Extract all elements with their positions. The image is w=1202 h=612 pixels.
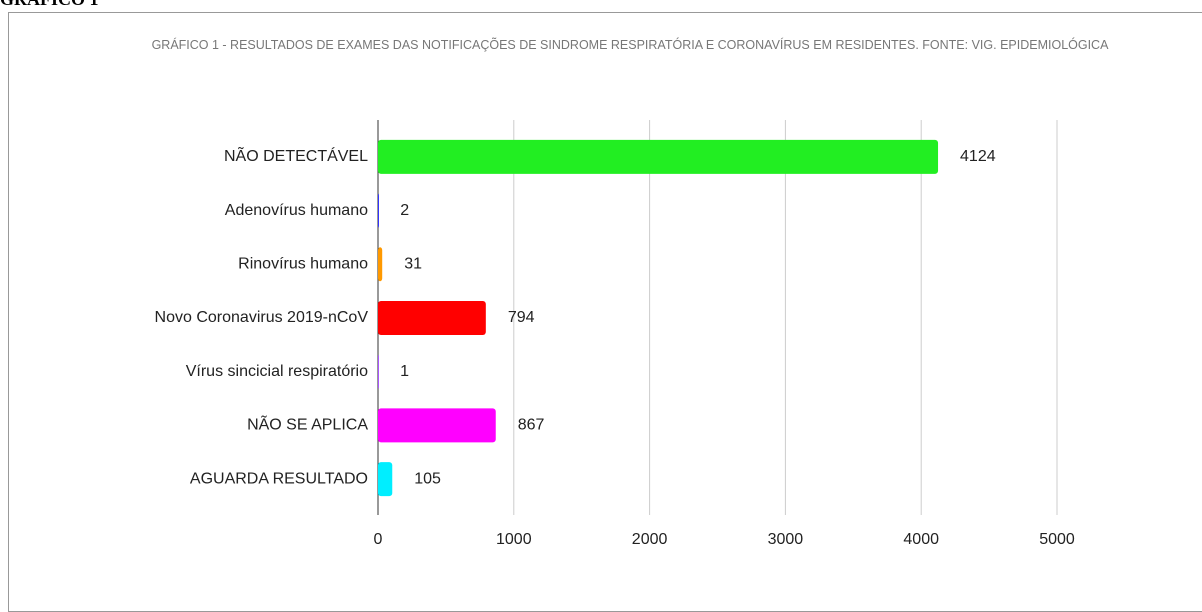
x-tick-label: 2000 <box>632 531 668 548</box>
bar <box>378 193 379 228</box>
x-tick-label: 3000 <box>768 531 804 548</box>
bar <box>378 139 939 174</box>
x-tick-label: 1000 <box>496 531 532 548</box>
bar <box>378 462 393 497</box>
chart-title: GRÁFICO 1 - RESULTADOS DE EXAMES DAS NOT… <box>151 38 1109 52</box>
bar <box>378 247 383 282</box>
y-tick-label: Adenovírus humano <box>225 202 368 219</box>
value-label: 1 <box>400 363 409 380</box>
value-label: 2 <box>400 202 409 219</box>
bar <box>378 354 379 389</box>
chart: 0 1000 2000 3000 4000 5000 NÃO DETECTÁVEL 4124 A… <box>155 120 1075 548</box>
x-tick-label: 0 <box>374 531 383 548</box>
y-tick-label: AGUARDA RESULTADO <box>190 470 368 487</box>
value-label: 867 <box>518 417 545 434</box>
y-tick-label: Rinovírus humano <box>238 256 368 273</box>
value-label: 105 <box>414 470 441 487</box>
y-tick-label: Vírus sincicial respiratório <box>186 363 368 380</box>
y-tick-label: NÃO DETECTÁVEL <box>224 145 368 165</box>
value-label: 794 <box>508 309 535 326</box>
y-tick-label: Novo Coronavirus 2019-nCoV <box>155 309 369 326</box>
bar <box>378 408 496 443</box>
y-tick-label: NÃO SE APLICA <box>247 414 368 434</box>
x-tick-label: 5000 <box>1039 531 1075 548</box>
value-label: 4124 <box>960 148 996 165</box>
value-label: 31 <box>404 256 422 273</box>
page-heading: GRÁFICO 1 <box>0 0 99 10</box>
x-tick-label: 4000 <box>903 531 939 548</box>
bar <box>378 301 486 335</box>
